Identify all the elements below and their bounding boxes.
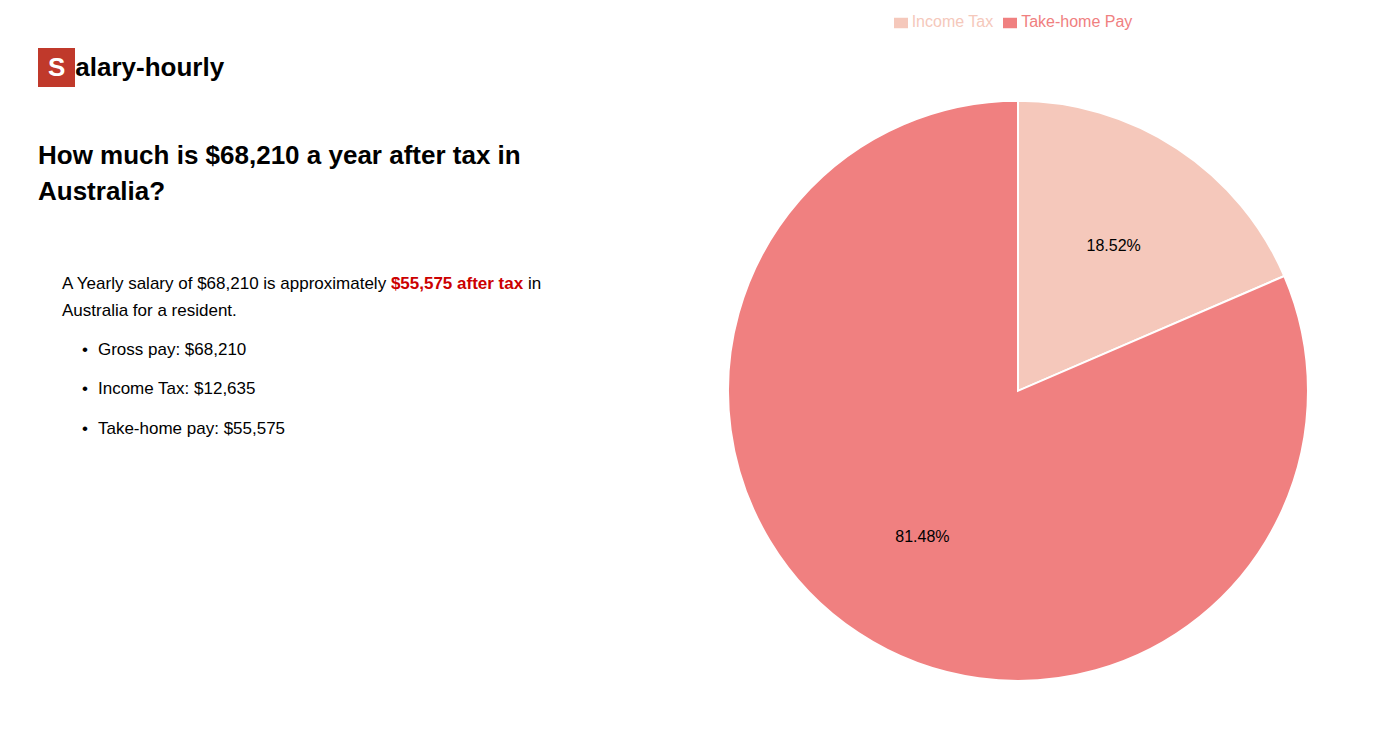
svg-text:18.52%: 18.52% xyxy=(1086,237,1140,254)
html-text:Take-home pay: $55,575: Take-home pay: $55,575 xyxy=(98,418,286,438)
html-text:Take-home Pay: Take-home Pay xyxy=(1021,13,1133,30)
svg-text:81.48%: 81.48% xyxy=(895,528,949,545)
html-text:Australia for a resident.: Australia for a resident. xyxy=(62,301,237,320)
html-text:How much is $68,210 a year aft: How much is $68,210 a year after tax in … xyxy=(38,140,521,207)
html-text:S alary-hourly: S alary-hourly xyxy=(48,52,225,82)
html-text:Gross pay: $68,210: Gross pay: $68,210 xyxy=(98,340,247,360)
html-text:A Yearly salary of $68,210 is: A Yearly salary of $68,210 is approximat… xyxy=(62,273,542,293)
html-text:Income Tax: $12,635: Income Tax: $12,635 xyxy=(98,379,256,399)
html-text:Income Tax: Income Tax xyxy=(911,13,994,30)
